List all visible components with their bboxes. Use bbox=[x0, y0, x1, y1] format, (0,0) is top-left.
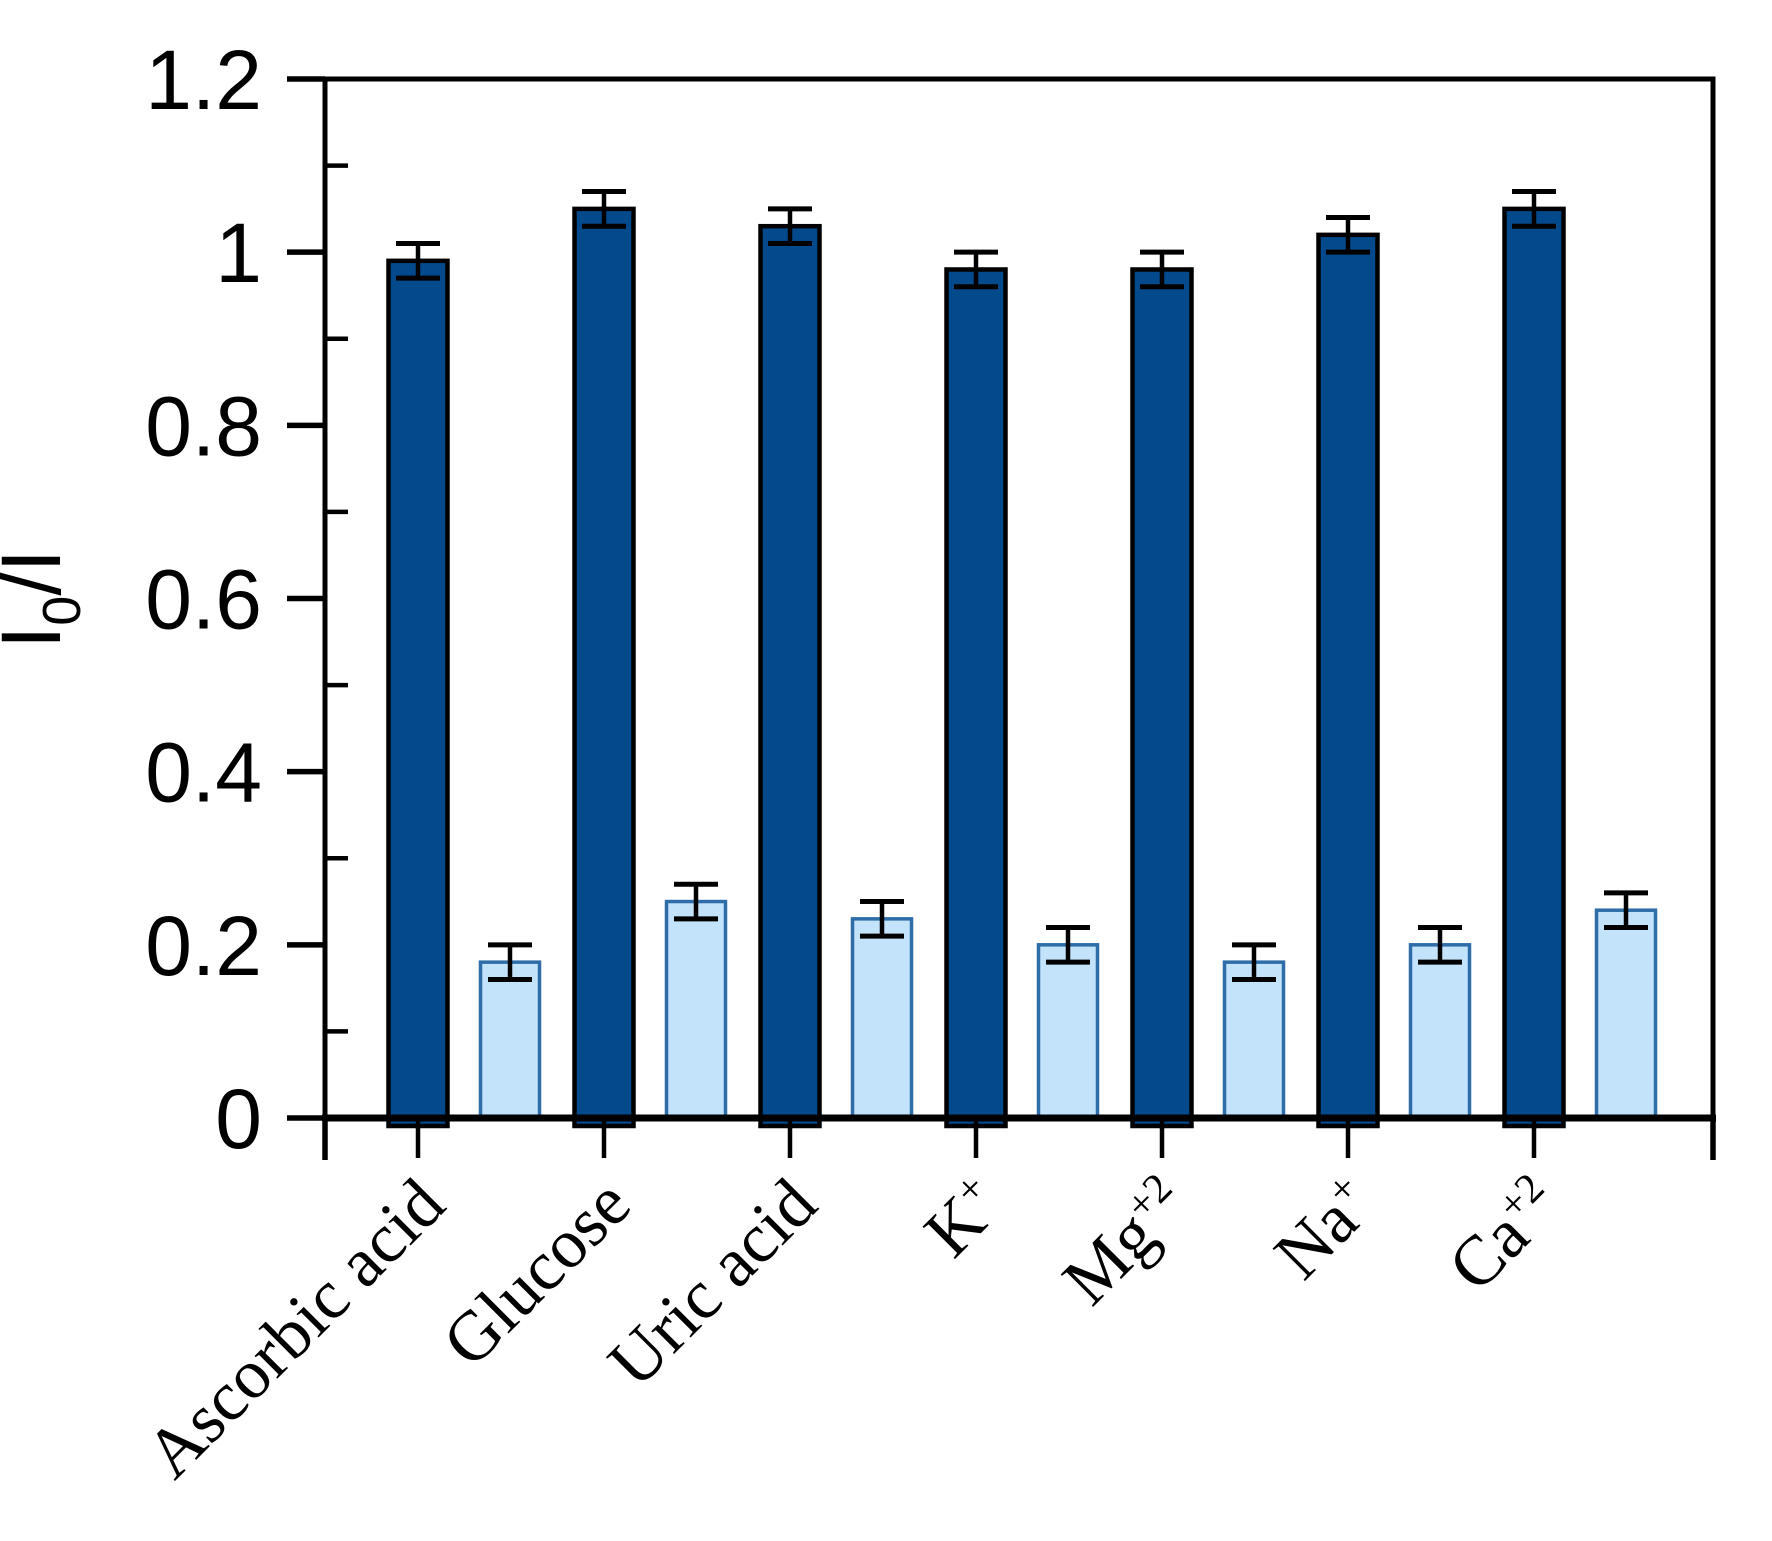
y-axis-label: I0/I bbox=[0, 549, 92, 649]
y-axis-major-ticks bbox=[287, 76, 325, 1121]
errorbar-light-blue-glucose bbox=[674, 881, 718, 922]
y-tick-label-0: 0 bbox=[215, 1072, 262, 1166]
errorbar-dark-blue-na bbox=[1326, 215, 1370, 255]
bar-light-blue-ascorbic-acid bbox=[478, 960, 542, 1120]
error-bars-group bbox=[396, 189, 1648, 982]
errorbar-light-blue-ca-2 bbox=[1604, 890, 1648, 931]
errorbar-light-blue-ascorbic-acid bbox=[488, 942, 532, 982]
bar-light-blue-mg-2 bbox=[1222, 960, 1286, 1120]
errorbar-dark-blue-glucose bbox=[582, 189, 626, 229]
y-tick-label-0.6: 0.6 bbox=[145, 553, 262, 647]
bar-dark-blue-ca-2 bbox=[1502, 206, 1566, 1129]
y-tick-label-0.2: 0.2 bbox=[145, 899, 262, 993]
bar-light-blue-uric-acid bbox=[850, 917, 914, 1120]
bar-dark-blue-ascorbic-acid bbox=[386, 258, 450, 1129]
bar-dark-blue-uric-acid bbox=[758, 223, 822, 1129]
errorbar-dark-blue-mg-2 bbox=[1140, 249, 1184, 290]
errorbar-light-blue-na bbox=[1418, 925, 1462, 965]
errorbar-dark-blue-ascorbic-acid bbox=[396, 241, 440, 281]
errorbar-light-blue-k bbox=[1046, 925, 1090, 965]
bar-dark-blue-na bbox=[1316, 232, 1380, 1129]
y-tick-label-0.8: 0.8 bbox=[145, 379, 262, 473]
errorbar-light-blue-mg-2 bbox=[1232, 942, 1276, 982]
y-tick-label-1: 1 bbox=[215, 206, 262, 300]
bar-light-blue-ca-2 bbox=[1594, 908, 1658, 1120]
bar-light-blue-glucose bbox=[664, 899, 728, 1120]
bar-dark-blue-glucose bbox=[572, 206, 636, 1129]
bar-light-blue-k bbox=[1036, 943, 1100, 1120]
errorbar-dark-blue-uric-acid bbox=[768, 206, 812, 247]
x-axis-ticks bbox=[415, 1120, 1537, 1158]
y-axis-tick-labels: 0 0.2 0.4 0.6 0.8 1 1.2 bbox=[145, 33, 262, 1166]
y-axis-minor-ticks bbox=[325, 163, 348, 1034]
bar-dark-blue-k bbox=[944, 267, 1008, 1129]
errorbar-light-blue-uric-acid bbox=[860, 899, 904, 939]
bar-dark-blue-mg-2 bbox=[1130, 267, 1194, 1129]
bar-light-blue-na bbox=[1408, 943, 1472, 1120]
errorbar-dark-blue-ca-2 bbox=[1512, 189, 1556, 229]
y-tick-label-0.4: 0.4 bbox=[145, 726, 262, 820]
bars-group bbox=[386, 206, 1658, 1129]
errorbar-dark-blue-k bbox=[954, 249, 998, 290]
y-tick-label-1.2: 1.2 bbox=[145, 33, 262, 127]
